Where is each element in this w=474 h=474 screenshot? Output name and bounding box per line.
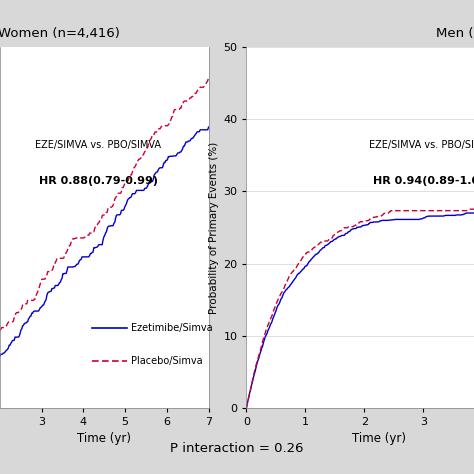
Text: HR 0.94(0.89-1.00): HR 0.94(0.89-1.00) xyxy=(373,176,474,186)
Text: Placebo/Simva: Placebo/Simva xyxy=(131,356,203,366)
Text: EZE/SIMVA vs. PBO/SIMVA: EZE/SIMVA vs. PBO/SIMVA xyxy=(369,140,474,150)
Text: Women (n=4,416): Women (n=4,416) xyxy=(0,27,120,40)
Text: Ezetimibe/Simva: Ezetimibe/Simva xyxy=(131,323,213,333)
X-axis label: Time (yr): Time (yr) xyxy=(352,432,406,445)
Text: P interaction = 0.26: P interaction = 0.26 xyxy=(170,442,304,455)
X-axis label: Time (yr): Time (yr) xyxy=(77,432,131,445)
Text: Men (n=13,: Men (n=13, xyxy=(437,27,474,40)
Text: HR 0.88(0.79-0.99): HR 0.88(0.79-0.99) xyxy=(38,176,157,186)
Y-axis label: Probability of Primary Events (%): Probability of Primary Events (%) xyxy=(209,141,219,314)
Text: EZE/SIMVA vs. PBO/SIMVA: EZE/SIMVA vs. PBO/SIMVA xyxy=(35,140,161,150)
